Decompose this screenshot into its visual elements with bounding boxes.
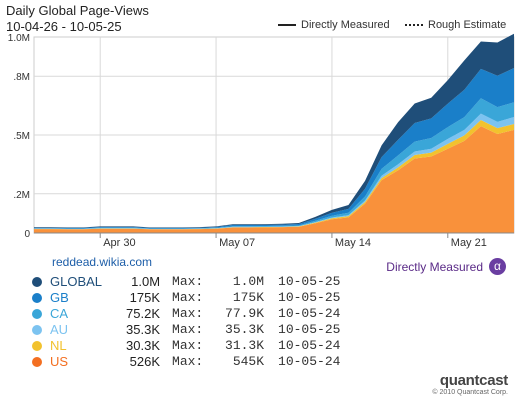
row-name: GB [50, 290, 69, 305]
chart-title: Daily Global Page-Views [6, 3, 149, 18]
row-max: 31.3K [225, 338, 265, 353]
row-name: AU [50, 322, 69, 337]
series-area-us [34, 126, 514, 233]
row-date: 10-05-24 [278, 338, 341, 353]
row-max: 77.9K [225, 306, 265, 321]
y-tick-label: 1.0M [8, 33, 30, 44]
x-tick-label: May 14 [335, 237, 371, 249]
stats-row-nl[interactable]: NL 30.3K Max: 31.3K 10-05-24 [32, 338, 350, 354]
row-name-cell: GB [32, 290, 102, 306]
row-value: 1.0M [131, 274, 161, 289]
series-dot-icon [32, 325, 42, 335]
row-max: 175K [232, 290, 265, 305]
stats-row-us[interactable]: US 526K Max: 545K 10-05-24 [32, 354, 350, 370]
stats-row-ca[interactable]: CA 75.2K Max: 77.9K 10-05-24 [32, 306, 350, 322]
directly-measured-badge[interactable]: Directly Measured α [386, 258, 506, 275]
x-tick-label: May 07 [219, 237, 255, 249]
series-dot-icon [32, 357, 42, 367]
key-rough-estimate: Rough Estimate [405, 19, 506, 31]
key-directly-measured-label: Directly Measured [301, 19, 390, 31]
copyright: © 2010 Quantcast Corp. [432, 389, 508, 396]
dotted-line-icon [405, 24, 423, 26]
row-value: 175K [129, 290, 161, 305]
series-dot-icon [32, 309, 42, 319]
y-tick-label: .5M [13, 131, 30, 142]
row-max-label: Max: [172, 274, 204, 289]
row-name-cell: AU [32, 322, 102, 338]
row-name-cell: GLOBAL [32, 274, 102, 290]
row-value: 526K [129, 354, 161, 369]
chart-date-range: 10-04-26 - 10-05-25 [6, 19, 122, 34]
key-directly-measured: Directly Measured [278, 19, 390, 31]
row-name: US [50, 354, 69, 369]
row-max-label: Max: [172, 338, 204, 353]
y-tick-label: 0 [24, 229, 30, 240]
row-date: 10-05-25 [278, 322, 341, 337]
row-max: 545K [232, 354, 265, 369]
row-max-label: Max: [172, 322, 204, 337]
series-dot-icon [32, 341, 42, 351]
directly-measured-label: Directly Measured [386, 259, 483, 274]
solid-line-icon [278, 24, 296, 26]
site-link[interactable]: reddead.wikia.com [52, 255, 153, 269]
key-rough-estimate-label: Rough Estimate [428, 19, 507, 31]
quantcast-logo: quantcast [439, 372, 508, 389]
row-name: NL [50, 338, 67, 353]
row-value: 35.3K [126, 322, 161, 337]
stats-row-au[interactable]: AU 35.3K Max: 35.3K 10-05-25 [32, 322, 350, 338]
row-date: 10-05-25 [278, 274, 341, 289]
row-name-cell: CA [32, 306, 102, 322]
y-tick-label: .2M [13, 190, 30, 201]
row-max: 1.0M [232, 274, 265, 289]
axes: 0 .2M .5M .8M 1.0M Apr 30 May 07 May 14 May 21 [8, 33, 514, 249]
row-date: 10-05-25 [278, 290, 341, 305]
row-date: 10-05-24 [278, 306, 341, 321]
stats-table: GLOBAL 1.0M Max: 1.0M 10-05-25 GB 175K Max: 175K… [32, 274, 350, 370]
x-tick-label: May 21 [451, 237, 487, 249]
row-name: CA [50, 306, 69, 321]
stats-row-gb[interactable]: GB 175K Max: 175K 10-05-25 [32, 290, 350, 306]
row-max-label: Max: [172, 290, 204, 305]
x-tick-label: Apr 30 [103, 237, 135, 249]
alpha-icon: α [489, 258, 506, 275]
row-max: 35.3K [225, 322, 265, 337]
row-name-cell: NL [32, 338, 102, 354]
row-value: 75.2K [126, 306, 161, 321]
row-max-label: Max: [172, 354, 204, 369]
stats-row-global[interactable]: GLOBAL 1.0M Max: 1.0M 10-05-25 [32, 274, 350, 290]
series-dot-icon [32, 293, 42, 303]
y-tick-label: .8M [13, 72, 30, 83]
chart-series [34, 33, 514, 233]
row-name: GLOBAL [50, 274, 103, 289]
row-name-cell: US [32, 354, 102, 370]
row-value: 30.3K [126, 338, 161, 353]
series-dot-icon [32, 277, 42, 287]
row-date: 10-05-24 [278, 354, 341, 369]
row-max-label: Max: [172, 306, 204, 321]
